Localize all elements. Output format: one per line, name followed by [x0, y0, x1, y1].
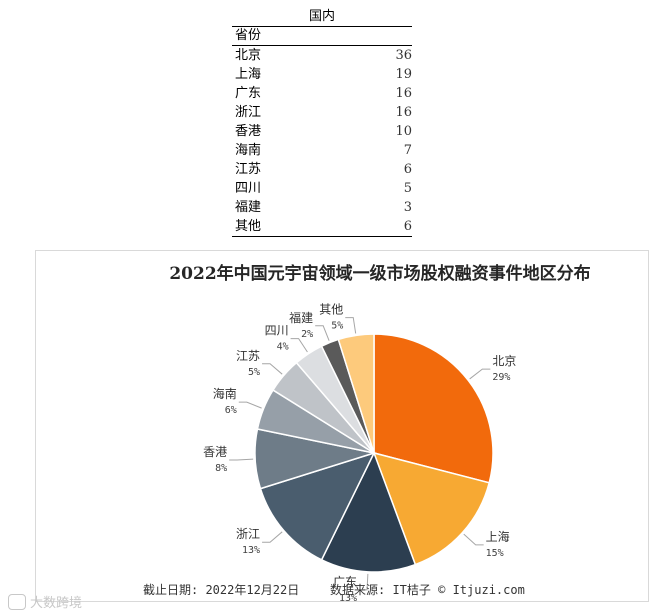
- table-row: 香港 10: [232, 122, 412, 141]
- watermark: 大数跨境: [8, 592, 82, 611]
- slice-label-2: 广东: [333, 575, 357, 589]
- table-row: 江苏 6: [232, 160, 412, 179]
- slice-pct-6: 5%: [248, 367, 260, 378]
- table-row-name: 海南: [235, 143, 262, 158]
- table-header: 省份: [232, 26, 412, 46]
- pie-slice-0: [373, 333, 494, 484]
- footer-date: 截止日期: 2022年12月22日: [143, 583, 300, 597]
- watermark-logo-icon: [8, 593, 26, 610]
- table-row-value: 16: [395, 86, 412, 101]
- table-row: 浙江 16: [232, 103, 412, 122]
- table-row-value: 36: [395, 48, 412, 63]
- table-row-name: 北京: [235, 48, 262, 63]
- slice-label-8: 福建: [289, 310, 313, 325]
- slice-label-4: 香港: [203, 445, 227, 459]
- table-row-value: 6: [403, 162, 412, 177]
- table-row: 四川 5: [232, 179, 412, 198]
- slice-pct-3: 13%: [242, 545, 260, 556]
- table-row: 北京 36: [232, 46, 412, 65]
- table-row: 海南 7: [232, 141, 412, 160]
- pie-slice-3: [259, 451, 376, 561]
- leader-line-4: [229, 458, 254, 461]
- leader-line-9: [345, 317, 357, 334]
- table-row-name: 其他: [235, 219, 262, 234]
- slice-label-0: 北京: [492, 354, 516, 368]
- leader-line-8: [315, 325, 330, 341]
- table-row-value: 5: [403, 181, 412, 196]
- data-table: 国内 省份 北京 36 上海 19 广东 16 浙江 16 香港 10 海南 7 江苏 6 四川 5 福建 3 其他…: [232, 8, 412, 237]
- leader-line-5: [238, 401, 262, 409]
- table-row: 其他 6: [232, 217, 412, 237]
- chart-title: 2022年中国元宇宙领域一级市场股权融资事件地区分布: [169, 264, 591, 284]
- slice-label-5: 海南: [213, 386, 237, 401]
- table-row: 福建 3: [232, 198, 412, 217]
- slice-pct-7: 4%: [277, 342, 289, 353]
- footer-source: 数据来源: IT桔子 © Itjuzi.com: [330, 583, 525, 597]
- table-row-name: 广东: [235, 86, 262, 101]
- table-row-name: 浙江: [235, 105, 262, 120]
- table-row-value: 6: [403, 219, 412, 234]
- slice-pct-1: 15%: [486, 548, 504, 559]
- slice-pct-8: 2%: [301, 329, 313, 340]
- leader-line-0: [469, 368, 491, 380]
- slice-label-6: 江苏: [236, 349, 260, 363]
- table-row-name: 上海: [235, 67, 262, 82]
- leader-line-2: [359, 573, 369, 591]
- watermark-text: 大数跨境: [30, 596, 83, 611]
- table-row-value: 10: [395, 124, 412, 139]
- table-row-value: 19: [395, 67, 412, 82]
- table-title: 国内: [308, 9, 335, 24]
- slice-label-1: 上海: [486, 529, 510, 544]
- leader-line-1: [463, 533, 484, 546]
- table-row-value: 16: [395, 105, 412, 120]
- pie-slice-9: [337, 333, 375, 454]
- table-row-name: 四川: [235, 181, 262, 196]
- leader-line-3: [262, 531, 283, 543]
- slice-label-9: 其他: [319, 303, 343, 317]
- table-body: 北京 36 上海 19 广东 16 浙江 16 香港 10 海南 7 江苏 6 四川 5 福建 3 其他 6: [232, 46, 412, 237]
- slice-pct-2: 13%: [339, 593, 357, 604]
- table-row-name: 江苏: [235, 162, 262, 177]
- table-row-name: 香港: [235, 124, 262, 139]
- table-row-value: 7: [403, 143, 412, 158]
- leader-line-7: [290, 338, 308, 353]
- table-row: 上海 19: [232, 65, 412, 84]
- table-row-value: 3: [403, 200, 412, 215]
- slice-pct-5: 6%: [225, 405, 237, 416]
- table-row: 广东 16: [232, 84, 412, 103]
- slice-pct-4: 8%: [215, 463, 227, 474]
- pie-slice-1: [372, 451, 491, 566]
- leader-line-6: [262, 363, 283, 375]
- slice-label-7: 四川: [265, 324, 289, 338]
- table-row-name: 福建: [235, 200, 262, 215]
- slice-pct-9: 5%: [331, 321, 343, 332]
- pie-slice-2: [320, 451, 417, 573]
- slice-label-3: 浙江: [236, 527, 260, 541]
- slice-pct-0: 29%: [492, 372, 510, 383]
